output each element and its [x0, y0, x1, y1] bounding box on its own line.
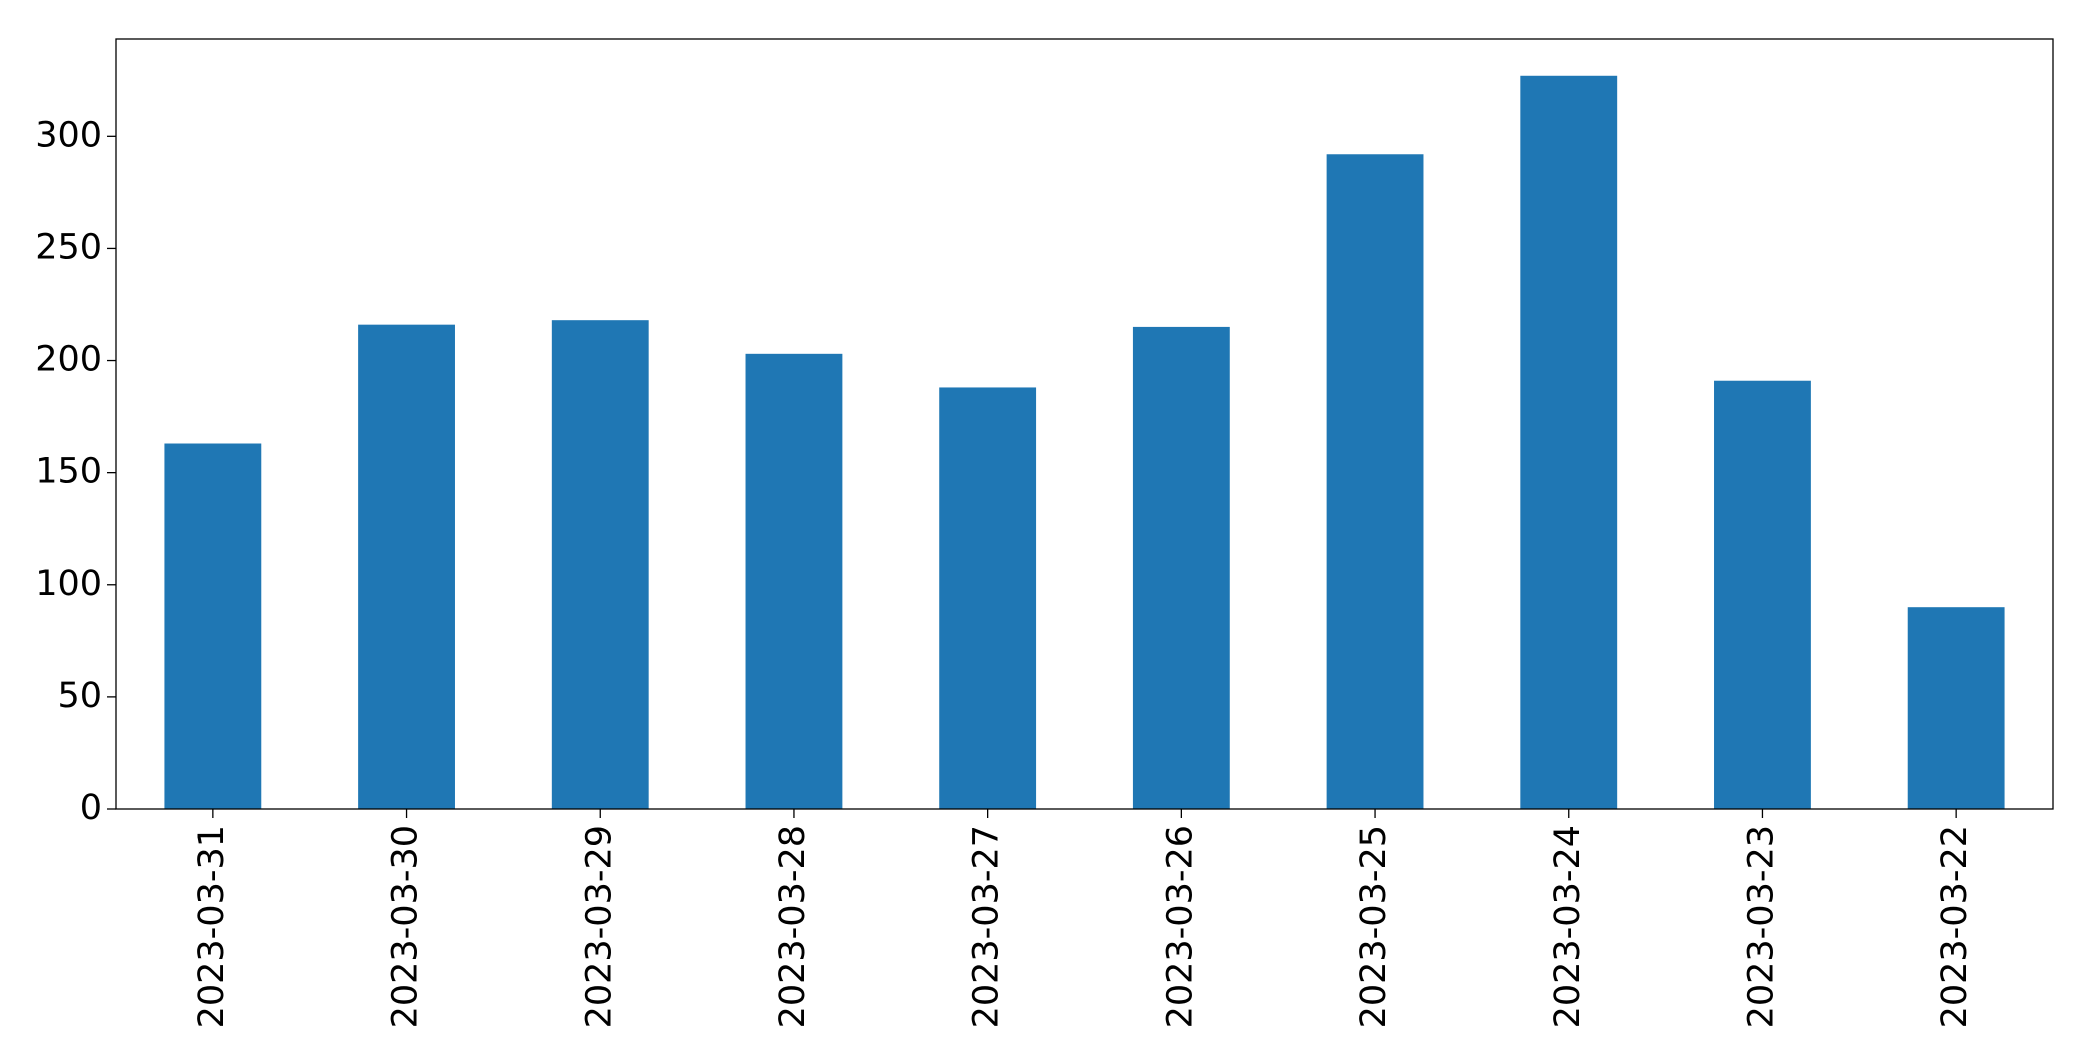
y-tick-label: 200: [35, 340, 102, 380]
y-tick-label: 150: [35, 452, 102, 492]
x-tick-label: 2023-03-25: [1354, 825, 1394, 1028]
y-tick-label: 0: [80, 788, 102, 828]
x-tick-label: 2023-03-27: [967, 825, 1007, 1028]
bar: [1132, 326, 1230, 809]
x-tick-label: 2023-03-29: [579, 825, 619, 1028]
bar: [1520, 75, 1618, 810]
y-tick-label: 50: [57, 676, 102, 716]
bar: [551, 320, 649, 809]
x-tick-label: 2023-03-31: [192, 825, 232, 1028]
y-tick-label: 300: [35, 115, 102, 155]
x-tick-label: 2023-03-28: [773, 825, 813, 1028]
y-tick-label: 250: [35, 227, 102, 267]
x-tick-label: 2023-03-23: [1741, 825, 1781, 1028]
bar: [358, 324, 455, 809]
x-tick-label: 2023-03-22: [1935, 825, 1975, 1028]
x-tick-label: 2023-03-30: [386, 825, 426, 1028]
bar: [1326, 154, 1424, 809]
x-tick-label: 2023-03-26: [1160, 825, 1200, 1028]
bar: [745, 353, 843, 809]
bar: [164, 443, 262, 809]
x-tick-label: 2023-03-24: [1548, 825, 1588, 1028]
bar: [1714, 380, 1811, 809]
bar: [1907, 607, 2005, 809]
y-tick-label: 100: [35, 564, 102, 604]
plot-frame: [115, 38, 2054, 810]
bar: [939, 387, 1037, 809]
